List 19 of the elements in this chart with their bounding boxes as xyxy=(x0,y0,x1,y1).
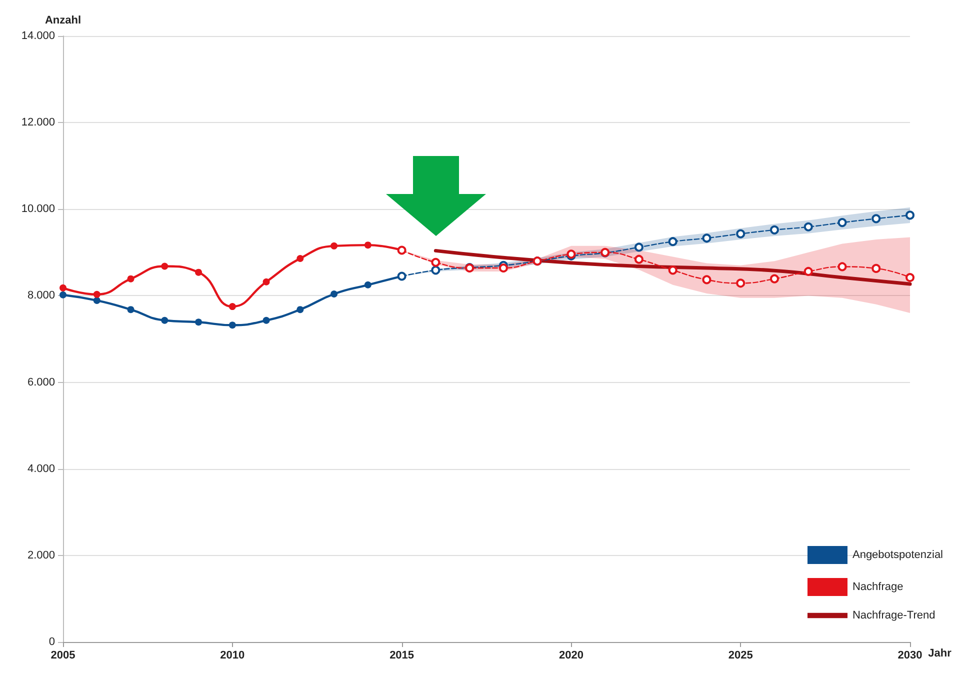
y-tick-label: 8.000 xyxy=(27,290,55,302)
legend-label: Angebotspotenzial xyxy=(852,549,943,561)
y-tick-label: 4.000 xyxy=(27,462,55,475)
x-tick-label: 2025 xyxy=(728,650,753,662)
x-tick-label: 2005 xyxy=(50,650,76,662)
x-tick-label: 2010 xyxy=(220,650,245,662)
y-tick-label: 6.000 xyxy=(27,376,55,388)
y-tick-label: 14.000 xyxy=(21,30,55,42)
legend-label: Nachfrage xyxy=(852,581,904,593)
x-tick-label: 2020 xyxy=(558,650,584,662)
y-tick-label: 10.000 xyxy=(21,203,55,216)
legend-label: Nachfrage-Trend xyxy=(852,610,936,622)
y-tick-label: 0 xyxy=(48,636,55,648)
x-tick-label: 2030 xyxy=(898,650,922,662)
y-tick-label: 2.000 xyxy=(27,549,55,562)
y-axis-title: Anzahl xyxy=(44,14,82,26)
x-axis-title: Jahr xyxy=(928,648,952,660)
y-tick-label: 12.000 xyxy=(21,116,55,129)
x-tick-label: 2015 xyxy=(390,650,414,662)
